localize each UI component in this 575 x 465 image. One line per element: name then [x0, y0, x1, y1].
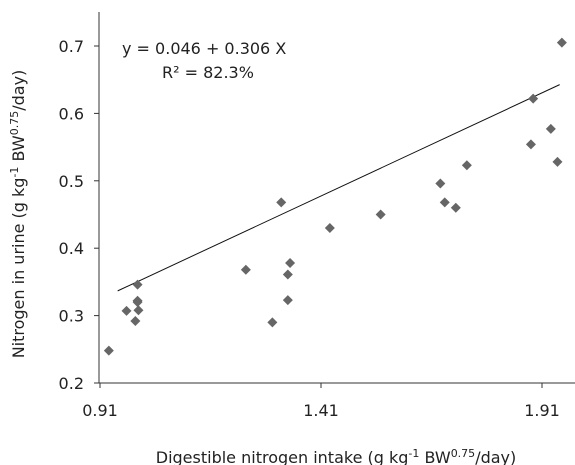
y-tick-label: 0.4 [59, 239, 84, 258]
data-point [375, 209, 386, 220]
y-tick-label: 0.6 [59, 104, 84, 123]
data-point [556, 37, 567, 48]
axes [98, 12, 575, 384]
data-point [276, 197, 287, 208]
data-point [267, 317, 278, 328]
r-squared-label: R² = 82.3% [162, 63, 254, 82]
data-point [450, 202, 461, 213]
x-ticks: 0.91 1.41 1.91 [82, 383, 560, 420]
y-ticks: 0.2 0.3 0.4 0.5 0.6 0.7 [59, 37, 99, 393]
x-tick-label: 1.91 [524, 401, 560, 420]
data-point [545, 123, 556, 134]
x-axis-title: Digestible nitrogen intake (g kg-1 BW0.7… [156, 447, 517, 465]
data-point [240, 264, 251, 275]
y-tick-label: 0.5 [59, 172, 84, 191]
data-point [461, 160, 472, 171]
y-tick-label: 0.2 [59, 374, 84, 393]
y-tick-label: 0.7 [59, 37, 84, 56]
data-point [435, 178, 446, 189]
data-point [130, 315, 141, 326]
data-point [133, 305, 144, 316]
data-point [552, 156, 563, 167]
trendline [117, 84, 560, 292]
data-point [528, 93, 539, 104]
data-point [121, 305, 132, 316]
data-point [103, 345, 114, 356]
data-points [103, 37, 567, 356]
y-tick-label: 0.3 [59, 307, 84, 326]
data-point [282, 269, 293, 280]
equation-label: y = 0.046 + 0.306 X [122, 39, 286, 58]
data-point [285, 258, 296, 269]
data-point [439, 197, 450, 208]
x-tick-label: 1.41 [303, 401, 339, 420]
data-point [132, 279, 143, 290]
data-point [324, 222, 335, 233]
data-point [525, 139, 536, 150]
data-point [282, 295, 293, 306]
data-point [132, 295, 143, 306]
x-tick-label: 0.91 [82, 401, 118, 420]
y-axis-title: Nitrogen in urine (g kg-1 BW0.75/day) [8, 70, 28, 359]
